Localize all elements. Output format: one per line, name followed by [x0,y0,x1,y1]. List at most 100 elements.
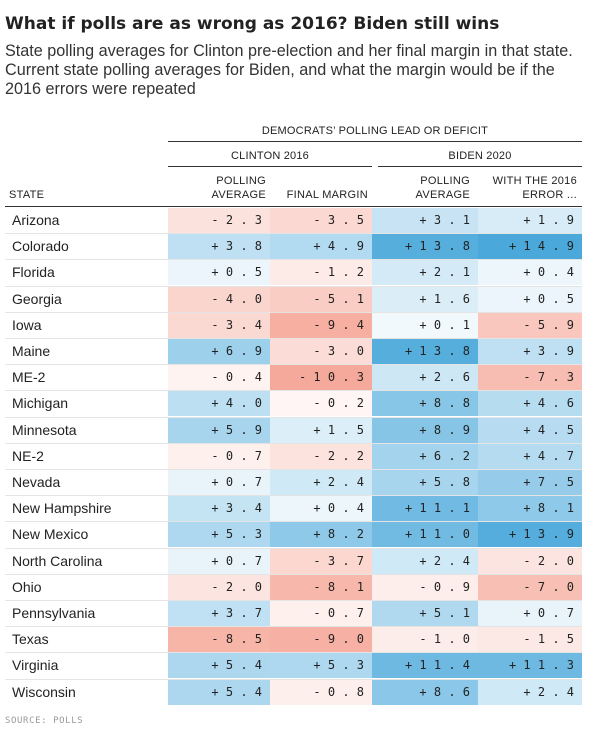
table-row: Michigan + 4 . 0- 0 . 2 + 8 . 8 + 4 . 6 [0,390,589,417]
group-header: DEMOCRATS’ POLLING LEAD OR DEFICIT [261,125,489,137]
value-cell: + 3 . 4 [168,496,270,522]
value-cell: + 4 . 9 [270,234,372,260]
value-cell: + 6 . 9 [168,339,270,364]
clinton-final-margin-header: FINAL MARGIN [286,189,368,201]
value-cell: + 5 . 8 [372,470,478,495]
table-row: Wisconsin + 5 . 4- 0 . 8 + 8 . 6 + 2 . 4 [0,678,589,705]
state-label: Nevada [12,474,61,490]
state-label: Colorado [12,238,69,255]
value-cell: + 2 . 4 [270,470,372,495]
value-cell: + 5 . 4 [168,679,270,705]
row-divider [5,626,582,628]
value-cell: + 8 . 1 [478,496,582,522]
value-cell: + 5 . 9 [168,417,270,443]
row-divider [5,521,582,523]
value-cell: - 7 . 0 [478,574,582,600]
state-label: Virginia [12,657,59,674]
state-label: ME-2 [12,369,46,386]
value-cell: - 2 . 2 [270,443,372,469]
clinton-rule [168,166,372,167]
state-label: Iowa [12,316,42,333]
table-row: Nevada + 0 . 7 + 2 . 4 + 5 . 8 + 7 . 5 [0,469,589,495]
state-label: Michigan [12,395,69,412]
value-cell: + 0 . 1 [372,312,478,338]
value-cell: + 0 . 7 [168,548,270,574]
row-divider [5,495,582,497]
biden-rule [378,166,582,167]
value-cell: + 3 . 7 [168,601,270,626]
biden-with-2016-error-header: WITH THE 2016 ERROR ... [474,174,577,202]
value-cell: - 5 . 1 [270,286,372,312]
value-cell: - 2 . 3 [168,208,270,233]
table-row: Texas - 8 . 5- 9 . 0- 1 . 0- 1 . 5 [0,626,589,653]
value-cell: + 3 . 1 [372,208,478,233]
row-divider [5,573,582,575]
table-row: Florida + 0 . 5- 1 . 2 + 2 . 1 + 0 . 4 [0,259,589,286]
row-divider [5,600,582,601]
value-cell: - 3 . 0 [270,339,372,364]
value-cell: - 7 . 3 [478,365,582,391]
value-cell: + 1 . 9 [478,208,582,233]
biden-header: BIDEN 2020 [448,150,512,162]
table-row: NE-2 - 0 . 7- 2 . 2 + 6 . 2 + 4 . 7 [0,442,589,469]
value-cell: + 1 3 . 8 [372,234,478,260]
value-cell: + 1 . 6 [372,286,478,312]
value-cell: - 0 . 7 [270,601,372,626]
header-line: ERROR ... [522,189,577,201]
header-line: POLLING [420,175,470,187]
value-cell: - 0 . 8 [270,679,372,705]
row-divider [5,233,582,235]
value-cell: - 8 . 5 [168,627,270,653]
value-cell: + 8 . 2 [270,522,372,548]
clinton-header: CLINTON 2016 [230,150,309,162]
row-divider [5,442,582,444]
header-bottom-rule [5,206,582,207]
value-cell: - 2 . 0 [168,574,270,600]
table-row: Minnesota + 5 . 9 + 1 . 5 + 8 . 9 + 4 . 5 [0,416,589,443]
value-cell: + 0 . 7 [168,470,270,495]
table-row: Georgia - 4 . 0- 5 . 1 + 1 . 6 + 0 . 5 [0,285,589,312]
biden-polling-average-header: POLLING AVERAGE [372,174,470,202]
value-cell: - 9 . 0 [270,627,372,653]
state-label: Arizona [12,212,60,228]
value-cell: + 4 . 5 [478,417,582,443]
value-cell: + 0 . 4 [270,496,372,522]
table-row: Pennsylvania + 3 . 7- 0 . 7 + 5 . 1 + 0 . 7 [0,600,589,626]
state-label: New Mexico [12,526,89,543]
value-cell: + 6 . 2 [372,443,478,469]
row-divider [5,416,582,418]
value-cell: - 1 . 5 [478,627,582,653]
row-divider [5,547,582,549]
state-column-header: STATE [9,189,45,201]
value-cell: - 2 . 0 [478,548,582,574]
value-cell: + 8 . 6 [372,679,478,705]
value-cell: - 0 . 7 [168,443,270,469]
state-label: North Carolina [12,552,103,569]
value-cell: + 0 . 5 [478,286,582,312]
row-divider [5,311,582,313]
value-cell: + 2 . 4 [372,548,478,574]
value-cell: + 0 . 5 [168,260,270,286]
table-row: North Carolina + 0 . 7- 3 . 7 + 2 . 4- 2 .… [0,547,589,574]
row-divider [5,338,582,339]
value-cell: - 4 . 0 [168,286,270,312]
value-cell: - 9 . 4 [270,312,372,338]
value-cell: + 5 . 3 [270,653,372,679]
value-cell: - 0 . 2 [270,391,372,417]
value-cell: + 4 . 6 [478,391,582,417]
value-cell: + 4 . 0 [168,391,270,417]
row-divider [5,364,582,366]
value-cell: + 1 3 . 8 [372,339,478,364]
value-cell: + 1 1 . 0 [372,522,478,548]
value-cell: - 3 . 4 [168,312,270,338]
value-cell: - 1 . 2 [270,260,372,286]
state-label: New Hampshire [12,500,112,517]
value-cell: - 3 . 5 [270,208,372,233]
state-label: Minnesota [12,421,77,438]
row-divider [5,678,582,680]
state-label: Maine [12,343,51,359]
value-cell: + 3 . 8 [168,234,270,260]
value-cell: + 2 . 4 [478,679,582,705]
table-row: New Hampshire + 3 . 4 + 0 . 4 + 1 1 . 1 + 8 … [0,495,589,522]
table-row: Colorado + 3 . 8 + 4 . 9 + 1 3 . 8 + 1 4 . 9 [0,233,589,260]
